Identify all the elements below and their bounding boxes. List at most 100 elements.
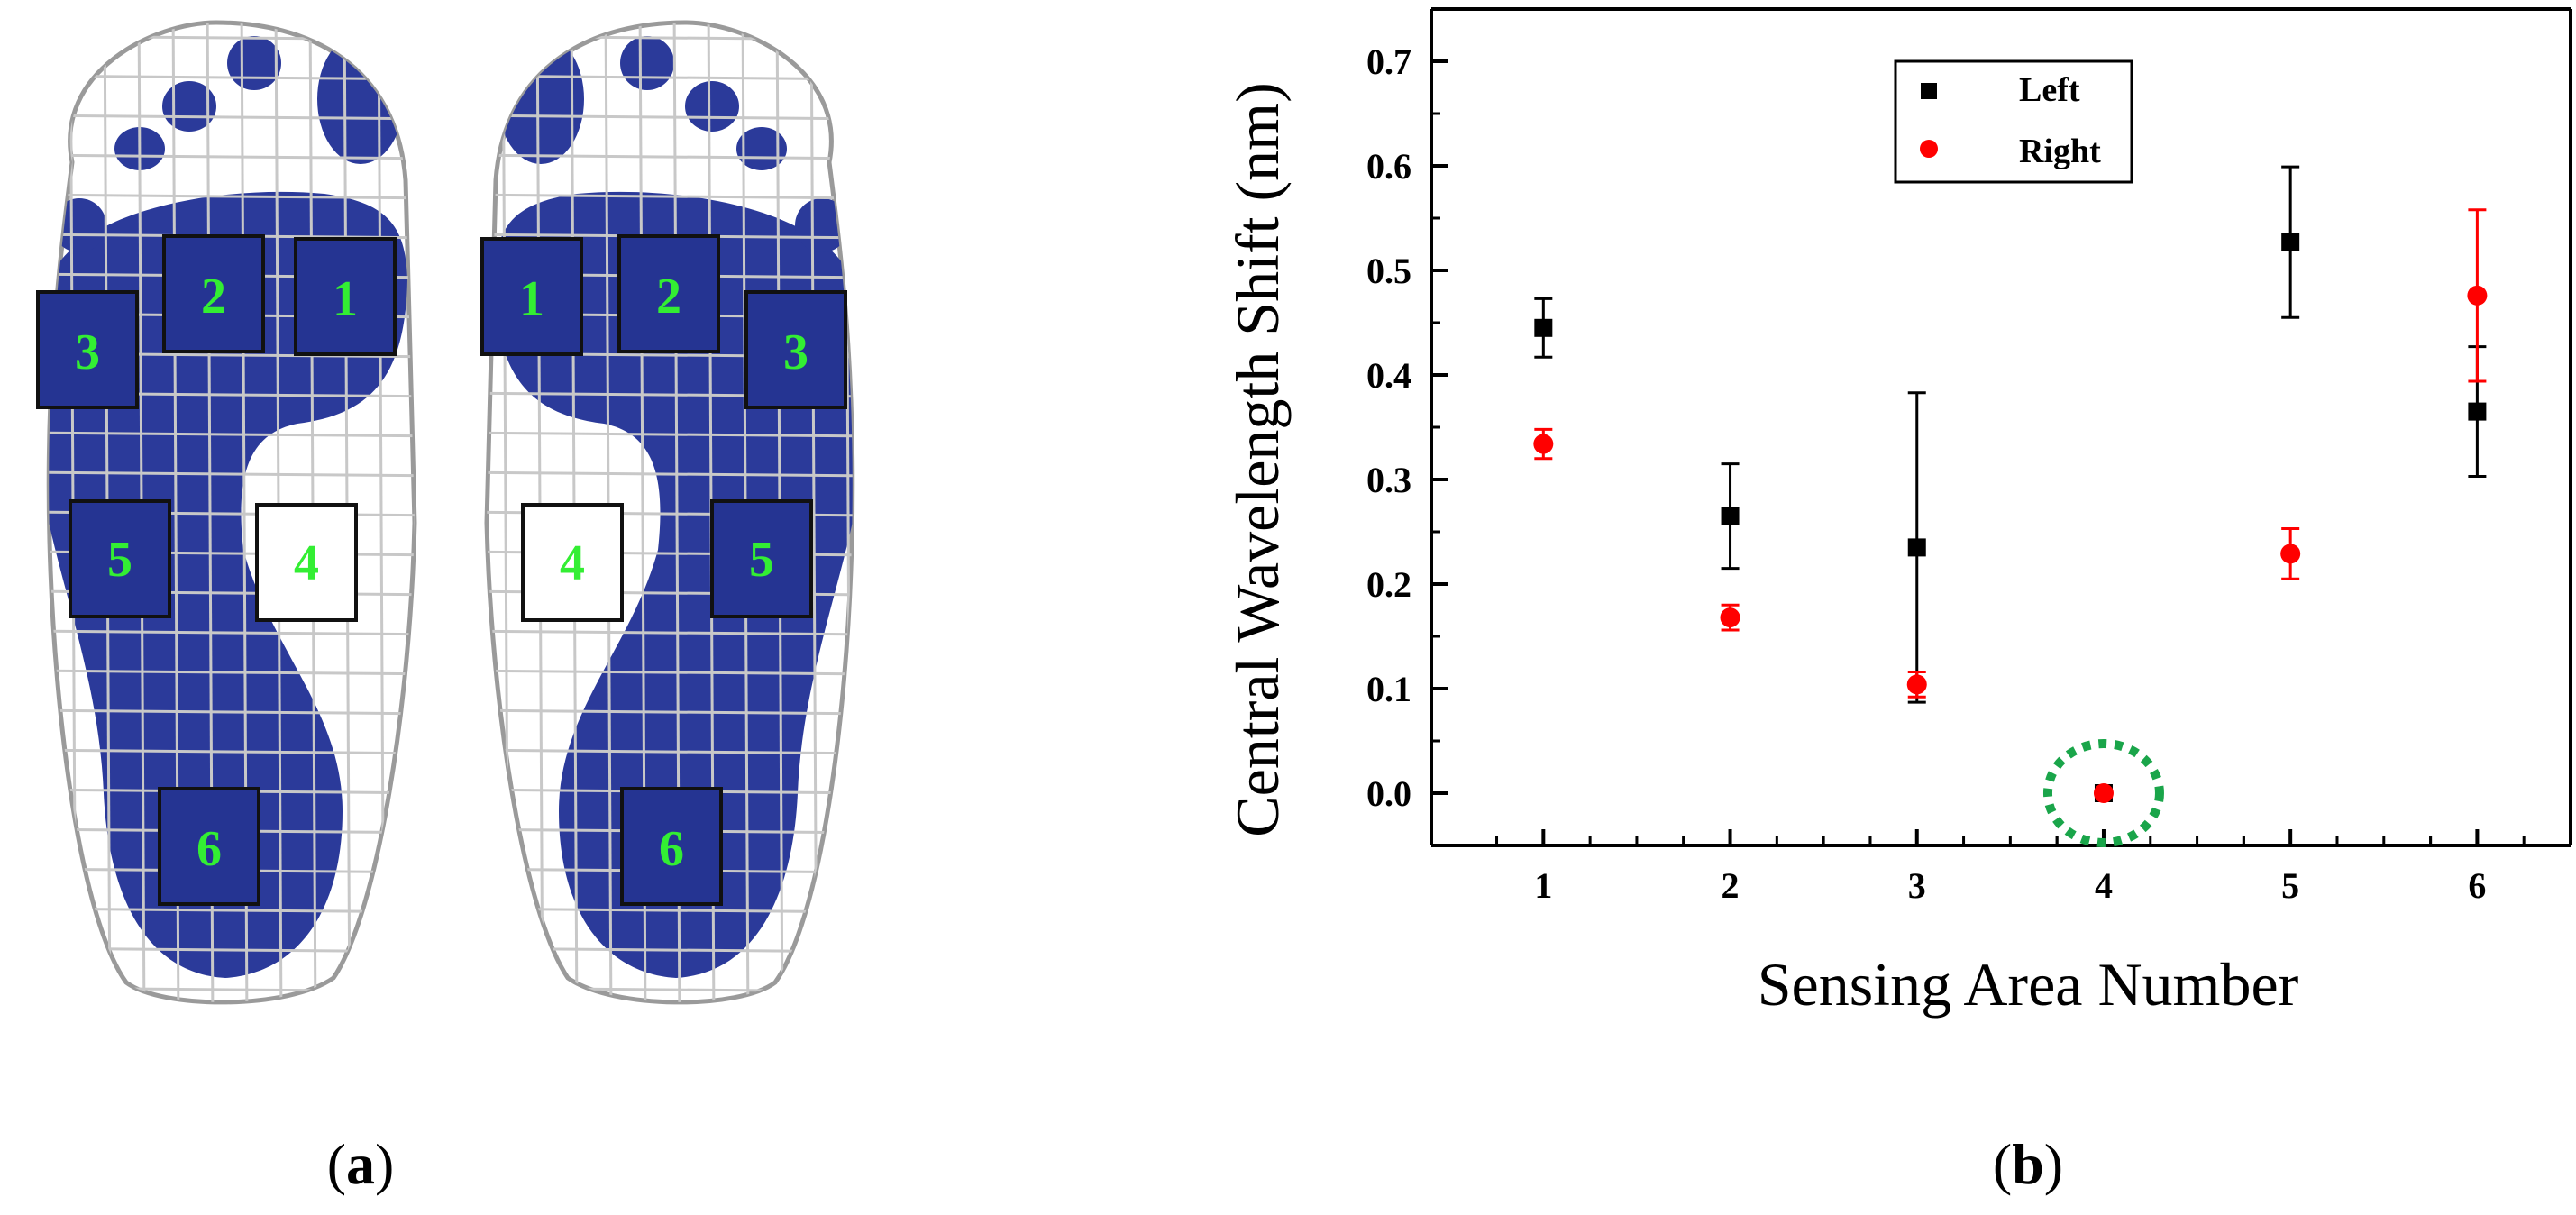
left-sensor-1-label: 1: [333, 271, 358, 327]
grid-line-horizontal: [49, 669, 416, 676]
left-sensor-6-label: 6: [196, 821, 222, 877]
right-sensor-1-box: [480, 237, 583, 356]
right-sensor-2-label: 2: [656, 269, 681, 324]
chart-axes: [1430, 7, 2572, 847]
grid-line-horizontal: [49, 629, 416, 636]
right-point: [2467, 285, 2488, 306]
right-sensor-3-label: 3: [783, 324, 808, 380]
right-point: [1720, 608, 1740, 628]
left-sensor-5-label: 5: [107, 532, 132, 588]
right-point: [2280, 544, 2301, 564]
left-big-toe: [317, 34, 404, 164]
grid-line-horizontal: [487, 74, 853, 81]
right-sensors: 1 2 3 4 5 6: [480, 234, 847, 906]
legend-left-label: Left: [2019, 71, 2080, 109]
right-sensor-5-box: [710, 499, 813, 618]
panel-b-close: ): [2043, 1132, 2064, 1196]
left-sensor-2-box: [162, 234, 265, 353]
x-tick-label: 1: [1534, 865, 1552, 906]
grid-line-horizontal: [487, 193, 853, 200]
grid-line-horizontal: [487, 470, 853, 478]
right-toe-3: [685, 81, 739, 132]
x-axis-label: Sensing Area Number: [1758, 950, 2299, 1019]
left-sensor-3-box: [36, 290, 139, 409]
left-toe-2: [227, 36, 281, 90]
y-tick-label: 0.6: [1366, 146, 1411, 187]
chart-marks: [1533, 165, 2488, 803]
highlight-group: [2042, 739, 2164, 847]
panel-a-label: (a): [270, 1131, 451, 1198]
x-tick-label: 5: [2281, 865, 2299, 906]
grid-line-horizontal: [49, 431, 416, 438]
grid-line-vertical: [36, 0, 41, 1028]
left-sensor-4-label: 4: [294, 535, 319, 591]
panel-b-open: (: [1992, 1132, 2013, 1196]
x-tick-label: 3: [1908, 865, 1926, 906]
panel-b-letter: b: [2012, 1132, 2044, 1196]
left-point: [1721, 507, 1740, 525]
y-tick-label: 0.1: [1366, 669, 1411, 709]
right-toe-4: [736, 127, 787, 170]
panel-a-close: ): [375, 1132, 395, 1196]
legend-box: [1894, 59, 2133, 184]
panel-b-label: (b): [1938, 1131, 2118, 1198]
grid-line-horizontal: [487, 431, 853, 438]
grid-line-horizontal: [487, 34, 853, 41]
left-sensor-2-label: 2: [201, 269, 226, 324]
left-sensor-6-box: [158, 787, 260, 906]
grid-line-horizontal: [49, 153, 416, 160]
x-tick-label: 6: [2468, 865, 2486, 906]
y-tick-label: 0.4: [1366, 355, 1411, 396]
left-point: [1907, 538, 1926, 557]
legend-left-marker: [1921, 83, 1937, 99]
legend-right-label: Right: [2019, 132, 2101, 170]
grid-line-horizontal: [487, 907, 853, 914]
grid-line-horizontal: [49, 748, 416, 755]
grid-line-horizontal: [487, 748, 853, 755]
left-sensors: 1 2 3 4 5 6: [36, 234, 397, 906]
left-sensor-5-box: [69, 499, 171, 618]
grid-line-horizontal: [49, 193, 416, 200]
panel-a-open: (: [326, 1132, 346, 1196]
grid-line-horizontal: [49, 946, 416, 954]
right-sensor-5-label: 5: [749, 532, 774, 588]
grid-line-horizontal: [49, 986, 416, 993]
grid-line-horizontal: [49, 708, 416, 716]
left-point: [2281, 233, 2300, 251]
grid-line-horizontal: [487, 153, 853, 160]
x-tick-label: 2: [1722, 865, 1740, 906]
grid-line-vertical: [469, 0, 474, 1028]
grid-line-horizontal: [49, 74, 416, 81]
panel-a-letter: a: [346, 1132, 375, 1196]
legend: Left Right: [1894, 59, 2133, 184]
right-sensor-3-box: [744, 290, 847, 409]
highlight-circle: [2042, 739, 2164, 847]
y-tick-label: 0.3: [1366, 460, 1411, 500]
left-point: [1534, 318, 1553, 337]
right-point: [1906, 674, 1927, 695]
foot-pressure-figure: 1 2 3 4 5 6 1 2 3 4 5 6: [36, 0, 855, 1028]
y-tick-label: 0.0: [1366, 773, 1411, 814]
left-toe-3: [162, 81, 216, 132]
grid-line-horizontal: [487, 114, 853, 121]
right-point: [1533, 434, 1554, 454]
right-sensor-6-label: 6: [659, 821, 684, 877]
grid-line-horizontal: [487, 669, 853, 676]
right-sensor-1-label: 1: [519, 271, 544, 327]
x-tick-label: 4: [2095, 865, 2113, 906]
grid-line-horizontal: [49, 907, 416, 914]
right-sensor-4-box: [521, 503, 624, 622]
grid-line-horizontal: [49, 470, 416, 478]
right-point: [2093, 783, 2114, 803]
wavelength-shift-chart: 0.0 0.1 0.2 0.3 0.4 0.5 0.6 0.7 1 2 3 4 5 6 Central W…: [1223, 7, 2572, 1019]
grid-line-horizontal: [49, 114, 416, 121]
left-sensor-1-box: [294, 237, 397, 356]
grid-line-horizontal: [487, 946, 853, 954]
left-sensor-3-label: 3: [75, 324, 100, 380]
left-point: [2468, 402, 2487, 421]
grid-line-horizontal: [49, 34, 416, 41]
right-sensor-4-label: 4: [560, 535, 585, 591]
right-toe-2: [620, 36, 674, 90]
y-tick-label: 0.2: [1366, 564, 1411, 605]
right-sensor-2-box: [617, 234, 720, 353]
